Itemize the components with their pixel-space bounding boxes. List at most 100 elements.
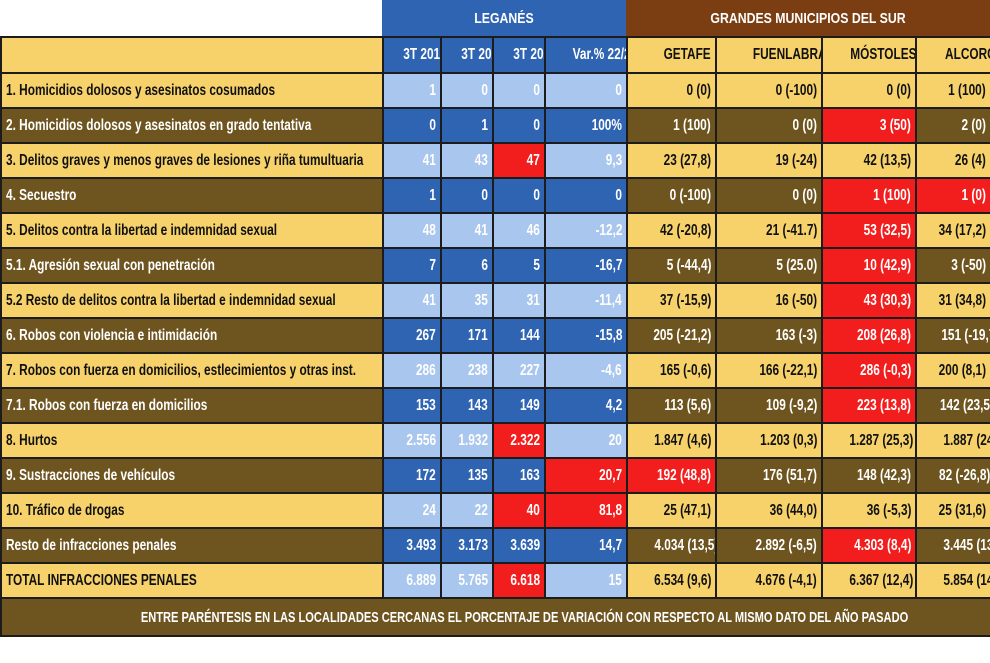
value-cell: 47 (492, 142, 546, 179)
value-cell: -12,2 (544, 212, 628, 249)
value-cell: 163 (492, 457, 546, 494)
value-cell: 0 (440, 177, 494, 214)
value-cell: 0 (0) (715, 177, 823, 214)
value-cell: 48 (382, 212, 442, 249)
table-row: 5.2 Resto de delitos contra la libertad … (0, 282, 990, 319)
value-cell: 0 (0) (626, 72, 717, 109)
value-cell: 20 (544, 422, 628, 459)
value-cell: 143 (440, 387, 494, 424)
value-cell: 172 (382, 457, 442, 494)
value-cell: 267 (382, 317, 442, 354)
table-row: 9. Sustracciones de vehículos 172 135 163 20… (0, 457, 990, 494)
value-cell: 135 (440, 457, 494, 494)
value-cell: 9,3 (544, 142, 628, 179)
leganes-header: LEGANÉS (474, 9, 534, 27)
value-cell: 0 (544, 177, 628, 214)
table-row: TOTAL INFRACCIONES PENALES 6.889 5.765 6.61… (0, 562, 990, 599)
header-blank (0, 0, 382, 36)
col-header-3t2022: 3T 2022 (492, 36, 546, 74)
value-cell: 0 (492, 72, 546, 109)
table-row: 4. Secuestro 1 0 0 0 0 (-100) 0 (0) 1 (100) 1 (0… (0, 177, 990, 214)
value-cell: 21 (-41.7) (715, 212, 823, 249)
value-cell: 151 (-19,7) (915, 317, 990, 354)
value-cell: 6.534 (9,6) (626, 562, 717, 599)
table-row: 7. Robos con fuerza en domicilios, estle… (0, 352, 990, 389)
value-cell: 227 (492, 352, 546, 389)
value-cell: 40 (492, 492, 546, 529)
value-cell: 4.034 (13,5) (626, 527, 717, 564)
value-cell: 3.173 (440, 527, 494, 564)
table-row: 1. Homicidios dolosos y asesinatos cosum… (0, 72, 990, 109)
value-cell: 6.889 (382, 562, 442, 599)
value-cell: 4,2 (544, 387, 628, 424)
value-cell: 20,7 (544, 457, 628, 494)
value-cell: 46 (492, 212, 546, 249)
value-cell: 14,7 (544, 527, 628, 564)
value-cell: 113 (5,6) (626, 387, 717, 424)
value-cell: 1.932 (440, 422, 494, 459)
value-cell: 81,8 (544, 492, 628, 529)
value-cell: 2.892 (-6,5) (715, 527, 823, 564)
table-row: Resto de infracciones penales 3.493 3.173 3… (0, 527, 990, 564)
value-cell: 0 (492, 107, 546, 144)
value-cell: 0 (0) (821, 72, 917, 109)
table-row: 2. Homicidios dolosos y asesinatos en gr… (0, 107, 990, 144)
grandes-municipios-header: GRANDES MUNICIPIOS DEL SUR (710, 9, 906, 27)
value-cell: 25 (31,6) (915, 492, 990, 529)
column-header-row: 3T 2019 3T 2021 3T 2022 Var.% 22/21 GETA… (0, 36, 990, 74)
row-label: 9. Sustracciones de vehículos (0, 457, 384, 494)
value-cell: 144 (492, 317, 546, 354)
value-cell: 1 (0) (915, 177, 990, 214)
value-cell: 31 (492, 282, 546, 319)
footer-note: ENTRE PARÉNTESIS EN LAS LOCALIDADES CERC… (0, 597, 990, 637)
value-cell: 3.639 (492, 527, 546, 564)
value-cell: 171 (440, 317, 494, 354)
table-row: 5. Delitos contra la libertad e indemnid… (0, 212, 990, 249)
value-cell: 166 (-22,1) (715, 352, 823, 389)
value-cell: 2 (0) (915, 107, 990, 144)
value-cell: 1 (440, 107, 494, 144)
value-cell: 31 (34,8) (915, 282, 990, 319)
value-cell: 205 (-21,2) (626, 317, 717, 354)
value-cell: 6 (440, 247, 494, 284)
row-label: 1. Homicidios dolosos y asesinatos cosum… (0, 72, 384, 109)
crime-table-body: 3T 2019 3T 2021 3T 2022 Var.% 22/21 GETA… (0, 36, 990, 637)
table-row: 3. Delitos graves y menos graves de lesi… (0, 142, 990, 179)
value-cell: 0 (-100) (626, 177, 717, 214)
value-cell: 24 (382, 492, 442, 529)
row-label: 10. Tráfico de drogas (0, 492, 384, 529)
value-cell: -15,8 (544, 317, 628, 354)
value-cell: 34 (17,2) (915, 212, 990, 249)
value-cell: 3 (-50) (915, 247, 990, 284)
value-cell: 100% (544, 107, 628, 144)
value-cell: 82 (-26,8) (915, 457, 990, 494)
value-cell: 153 (382, 387, 442, 424)
value-cell: 41 (382, 142, 442, 179)
value-cell: 1 (100) (821, 177, 917, 214)
value-cell: 36 (-5,3) (821, 492, 917, 529)
value-cell: 0 (382, 107, 442, 144)
col-header-var: Var.% 22/21 (544, 36, 628, 74)
value-cell: 25 (47,1) (626, 492, 717, 529)
value-cell: 0 (0) (715, 107, 823, 144)
value-cell: 176 (51,7) (715, 457, 823, 494)
value-cell: 5 (-44,4) (626, 247, 717, 284)
value-cell: 7 (382, 247, 442, 284)
value-cell: 10 (42,9) (821, 247, 917, 284)
table-row: 6. Robos con violencia e intimidación 267… (0, 317, 990, 354)
crime-table: 3T 2019 3T 2021 3T 2022 Var.% 22/21 GETA… (0, 36, 990, 637)
value-cell: 4.676 (-4,1) (715, 562, 823, 599)
col-header-getafe: GETAFE (626, 36, 717, 74)
value-cell: 0 (440, 72, 494, 109)
value-cell: 36 (44,0) (715, 492, 823, 529)
value-cell: 19 (-24) (715, 142, 823, 179)
blank-header-cell (0, 36, 384, 74)
value-cell: 1 (382, 177, 442, 214)
row-label: 6. Robos con violencia e intimidación (0, 317, 384, 354)
value-cell: 41 (440, 212, 494, 249)
col-header-alcorcon: ALCORCÓN (915, 36, 990, 74)
value-cell: 149 (492, 387, 546, 424)
table-row: 5.1. Agresión sexual con penetración 7 6 5-… (0, 247, 990, 284)
value-cell: 41 (382, 282, 442, 319)
